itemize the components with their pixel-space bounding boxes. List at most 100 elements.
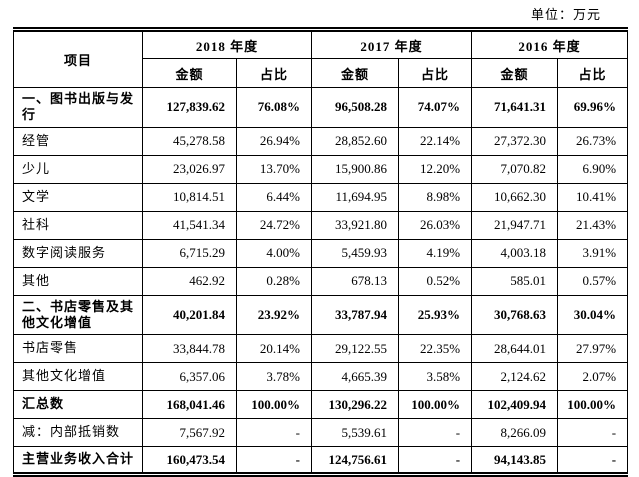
ratio-cell: 26.73% <box>557 126 629 156</box>
table-row: 数字阅读服务 6,715.29 4.00% 5,459.93 4.19% 4,003.18… <box>13 238 629 268</box>
table-row: 汇总数 168,041.46 100.00% 130,296.22 100.00% 102… <box>13 390 629 419</box>
amount-cell: 23,026.97 <box>142 154 237 184</box>
ratio-cell: 3.78% <box>235 362 313 391</box>
ratio-cell: 6.44% <box>235 182 313 212</box>
item-cell: 二、书店零售及其他文化增值 <box>13 294 143 335</box>
amount-cell: 585.01 <box>471 266 559 296</box>
ratio-cell: 26.94% <box>235 126 313 156</box>
amount-cell: 33,921.80 <box>311 210 400 240</box>
ratio-cell: 69.96% <box>557 87 629 128</box>
amount-cell: 10,814.51 <box>142 182 237 212</box>
ratio-cell: 13.70% <box>235 154 313 184</box>
item-cell: 其他 <box>13 266 143 296</box>
ratio-cell: 20.14% <box>235 334 313 363</box>
amount-cell: 33,787.94 <box>311 294 400 335</box>
ratio-cell: - <box>557 446 629 475</box>
ratio-cell: 21.43% <box>557 210 629 240</box>
amount-cell: 4,665.39 <box>311 362 400 391</box>
ratio-cell: 4.00% <box>235 238 313 268</box>
item-cell: 数字阅读服务 <box>13 238 143 268</box>
ratio-cell: 10.41% <box>557 182 629 212</box>
ratio-cell: 27.97% <box>557 334 629 363</box>
amount-cell: 10,662.30 <box>471 182 559 212</box>
item-cell: 一、图书出版与发行 <box>13 87 143 128</box>
item-cell: 书店零售 <box>13 334 143 363</box>
ratio-cell: 12.20% <box>398 154 473 184</box>
ratio-cell: 24.72% <box>235 210 313 240</box>
ratio-cell: 76.08% <box>235 87 313 128</box>
amount-cell: 4,003.18 <box>471 238 559 268</box>
item-cell: 少儿 <box>13 154 143 184</box>
ratio-cell: 22.14% <box>398 126 473 156</box>
table-row: 减：内部抵销数 7,567.92-5,539.61-8,266.09- <box>13 418 629 447</box>
amount-cell: 28,644.01 <box>471 334 559 363</box>
ratio-cell: - <box>398 418 473 447</box>
ratio-cell: 23.92% <box>235 294 313 335</box>
ratio-cell: 100.00% <box>557 390 629 419</box>
ratio-cell: - <box>235 446 313 475</box>
item-cell: 减：内部抵销数 <box>13 418 143 447</box>
header-amount-2017: 金额 <box>311 58 400 88</box>
item-cell: 主营业务收入合计 <box>13 446 143 475</box>
ratio-cell: 0.52% <box>398 266 473 296</box>
amount-cell: 71,641.31 <box>471 87 559 128</box>
ratio-cell: 100.00% <box>235 390 313 419</box>
header-year-2017: 2017 年度 <box>311 29 473 59</box>
amount-cell: 6,715.29 <box>142 238 237 268</box>
ratio-cell: 3.58% <box>398 362 473 391</box>
amount-cell: 8,266.09 <box>471 418 559 447</box>
amount-cell: 462.92 <box>142 266 237 296</box>
table-row: 少儿 23,026.97 13.70% 15,900.86 12.20% 7,070.82… <box>13 154 629 184</box>
table-row: 一、图书出版与发行 127,839.62 76.08% 96,508.28 74.07%… <box>13 87 629 128</box>
amount-cell: 30,768.63 <box>471 294 559 335</box>
ratio-cell: 26.03% <box>398 210 473 240</box>
ratio-cell: - <box>235 418 313 447</box>
table-row: 文学 10,814.51 6.44% 11,694.95 8.98% 10,662.30 1… <box>13 182 629 212</box>
amount-cell: 40,201.84 <box>142 294 237 335</box>
table-row: 书店零售 33,844.78 20.14% 29,122.55 22.35% 28,644… <box>13 334 629 363</box>
item-cell: 社科 <box>13 210 143 240</box>
amount-cell: 168,041.46 <box>142 390 237 419</box>
unit-label: 单位：万元 <box>530 7 601 22</box>
table-row: 二、书店零售及其他文化增值 40,201.84 23.92% 33,787.94 25.… <box>13 294 629 335</box>
table-row: 经管 45,278.58 26.94% 28,852.60 22.14% 27,372.3… <box>13 126 629 156</box>
table-body: 一、图书出版与发行 127,839.62 76.08% 96,508.28 74.07%… <box>13 87 629 475</box>
ratio-cell: 6.90% <box>557 154 629 184</box>
header-ratio-2017: 占比 <box>398 58 473 88</box>
amount-cell: 21,947.71 <box>471 210 559 240</box>
ratio-cell: 0.57% <box>557 266 629 296</box>
amount-cell: 5,539.61 <box>311 418 400 447</box>
header-row-subcolumns: 金额 占比 金额 占比 金额 占比 <box>14 58 629 88</box>
item-cell: 文学 <box>13 182 143 212</box>
item-cell: 经管 <box>13 126 143 156</box>
ratio-cell: 2.07% <box>557 362 629 391</box>
amount-cell: 7,070.82 <box>471 154 559 184</box>
table-header: 项目 2018 年度 2017 年度 2016 年度 金额 占比 金额 占比 金… <box>13 29 629 88</box>
ratio-cell: - <box>557 418 629 447</box>
header-item: 项目 <box>13 29 143 88</box>
ratio-cell: 25.93% <box>398 294 473 335</box>
ratio-cell: 100.00% <box>398 390 473 419</box>
amount-cell: 678.13 <box>311 266 400 296</box>
ratio-cell: 4.19% <box>398 238 473 268</box>
ratio-cell: 74.07% <box>398 87 473 128</box>
amount-cell: 41,541.34 <box>142 210 237 240</box>
table-row: 其他 462.92 0.28% 678.13 0.52% 585.01 0.57% <box>13 266 629 296</box>
table-row: 主营业务收入合计 160,473.54-124,756.61-94,143.85- <box>13 446 629 475</box>
amount-cell: 28,852.60 <box>311 126 400 156</box>
revenue-table: 项目 2018 年度 2017 年度 2016 年度 金额 占比 金额 占比 金… <box>13 27 629 477</box>
amount-cell: 2,124.62 <box>471 362 559 391</box>
amount-cell: 102,409.94 <box>471 390 559 419</box>
amount-cell: 5,459.93 <box>311 238 400 268</box>
amount-cell: 130,296.22 <box>311 390 400 419</box>
ratio-cell: 0.28% <box>235 266 313 296</box>
item-cell: 汇总数 <box>13 390 143 419</box>
amount-cell: 7,567.92 <box>142 418 237 447</box>
amount-cell: 96,508.28 <box>311 87 400 128</box>
amount-cell: 94,143.85 <box>471 446 559 475</box>
amount-cell: 33,844.78 <box>142 334 237 363</box>
header-amount-2018: 金额 <box>142 58 237 88</box>
ratio-cell: 3.91% <box>557 238 629 268</box>
amount-cell: 27,372.30 <box>471 126 559 156</box>
